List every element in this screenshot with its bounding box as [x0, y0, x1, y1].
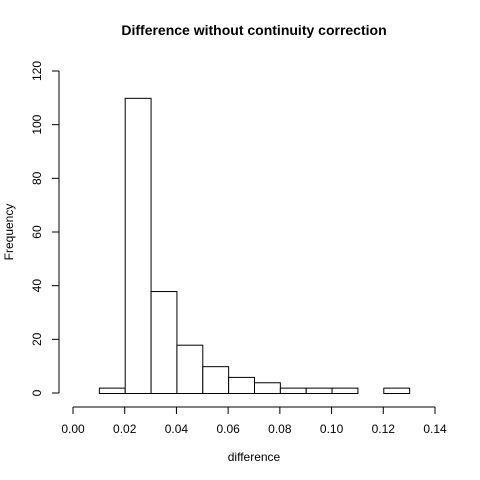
- histogram-bar: [305, 387, 333, 395]
- x-tick-label: 0.00: [61, 422, 85, 436]
- y-tick-label: 100: [30, 114, 44, 134]
- x-tick-label: 0.04: [165, 422, 189, 436]
- x-axis: 0.00 0.02 0.04 0.06 0.08 0.10 0.12 0.14: [61, 406, 447, 436]
- histogram-bar: [98, 387, 126, 395]
- x-tick-label: 0.10: [320, 422, 344, 436]
- histogram-bar: [383, 387, 411, 395]
- y-tick-label: 60: [30, 225, 44, 239]
- chart-title: Difference without continuity correction: [121, 22, 386, 38]
- x-tick-label: 0.02: [113, 422, 137, 436]
- y-axis-label: Frequency: [2, 204, 16, 261]
- histogram-bar: [331, 387, 359, 395]
- histogram-bar: [124, 97, 152, 395]
- x-tick-label: 0.08: [268, 422, 292, 436]
- x-tick-label: 0.14: [423, 422, 447, 436]
- y-tick-label: 20: [30, 332, 44, 346]
- x-tick-label: 0.06: [216, 422, 240, 436]
- x-tick-label: 0.12: [372, 422, 396, 436]
- histogram-bar: [228, 376, 255, 394]
- y-tick-label: 120: [30, 61, 44, 81]
- histogram-bar: [202, 366, 230, 395]
- histogram-bar: [279, 387, 307, 395]
- y-axis: 0 20 40 60 80 100 120: [30, 61, 60, 396]
- histogram-bar: [176, 344, 204, 395]
- y-tick-label: 80: [30, 171, 44, 185]
- histogram-bar: [150, 291, 178, 394]
- y-tick-label: 0: [30, 389, 44, 396]
- bars-group: [98, 97, 411, 395]
- y-tick-label: 40: [30, 279, 44, 293]
- x-axis-label: difference: [228, 450, 281, 464]
- histogram-bar: [254, 382, 281, 394]
